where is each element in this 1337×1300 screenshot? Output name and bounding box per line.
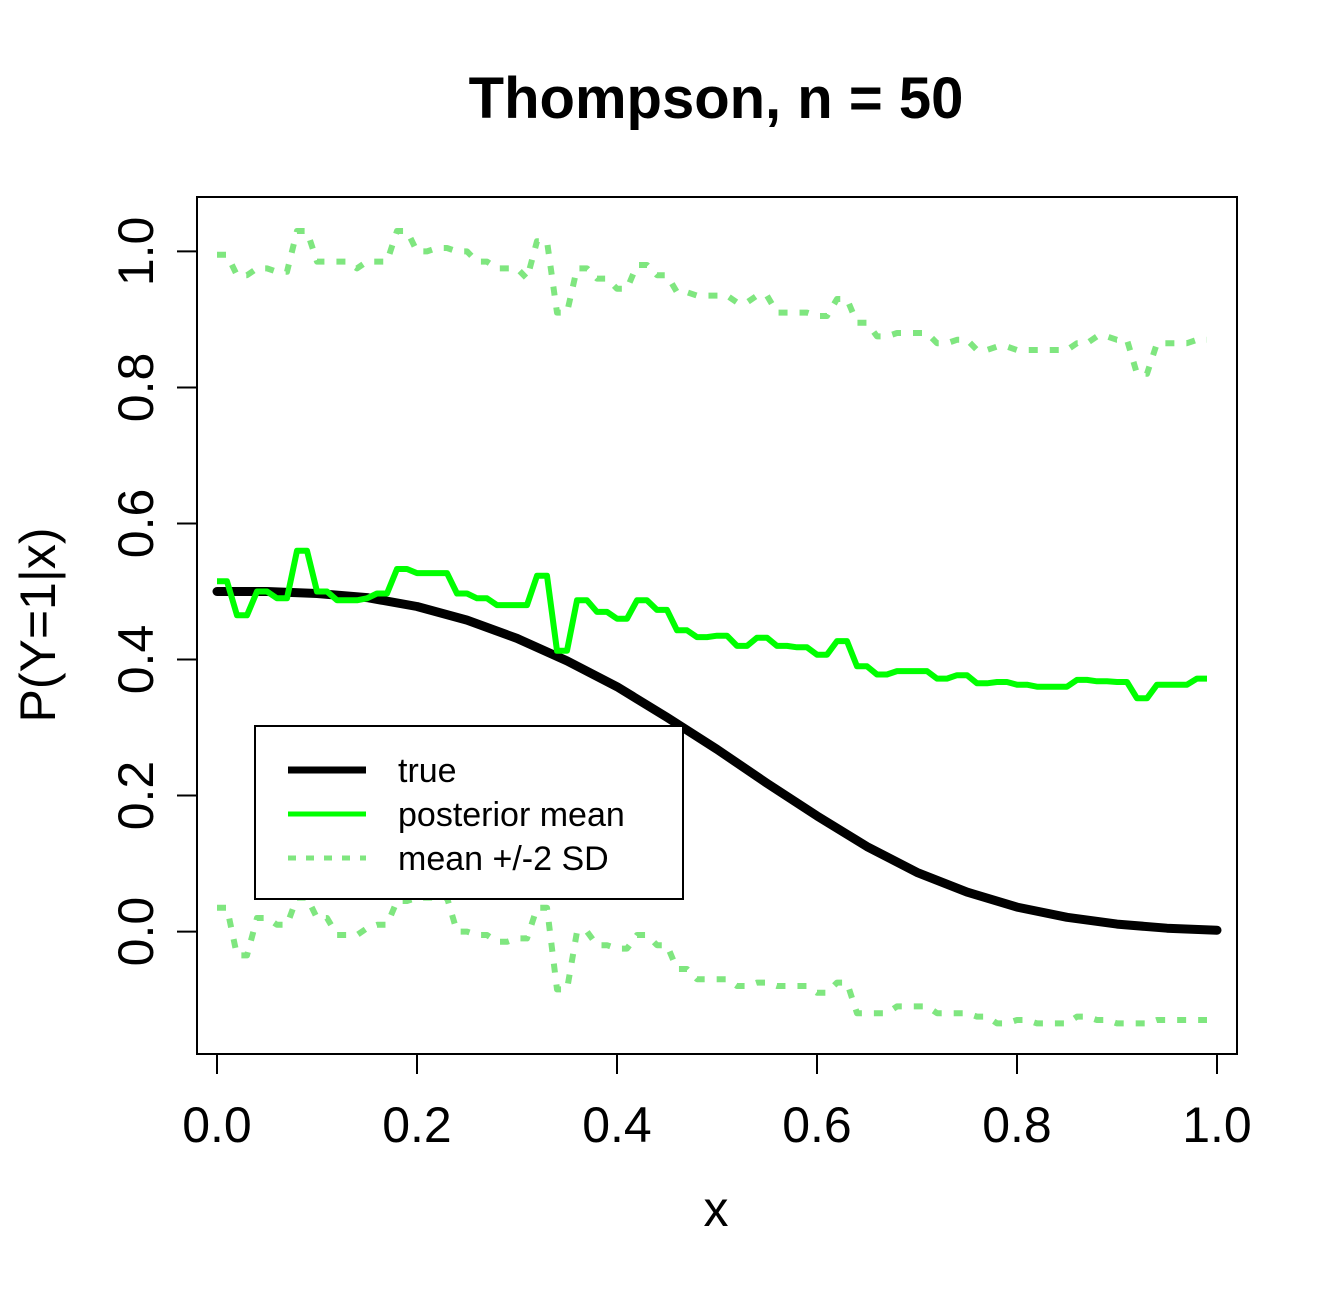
series-line-0 — [212, 587, 1222, 935]
plot-area — [212, 228, 1222, 1027]
x-tick-label: 0.4 — [582, 1097, 652, 1153]
series-line-1 — [217, 547, 1207, 702]
y-tick-label: 0.4 — [108, 625, 164, 695]
y-tick-label: 1.0 — [108, 217, 164, 287]
y-tick-label: 0.2 — [108, 761, 164, 831]
x-axis: 0.0 0.2 0.4 0.6 0.8 1.0 — [182, 1053, 1252, 1153]
y-axis: 0.0 0.2 0.4 0.6 0.8 1.0 — [108, 217, 198, 967]
y-axis-label: P(Y=1|x) — [10, 528, 66, 723]
x-axis-label: x — [704, 1181, 729, 1237]
x-tick-label: 0.6 — [782, 1097, 852, 1153]
legend-label: true — [398, 752, 457, 790]
x-tick-label: 1.0 — [1182, 1097, 1252, 1153]
series-line-3 — [217, 894, 1207, 1027]
series-line-2 — [217, 228, 1207, 377]
y-tick-label: 0.6 — [108, 489, 164, 559]
plot-frame — [196, 196, 1238, 1055]
legend-label: posterior mean — [398, 796, 625, 834]
legend: true posterior mean mean +/-2 SD — [254, 725, 684, 900]
y-tick-label: 0.8 — [108, 353, 164, 423]
x-tick-label: 0.0 — [182, 1097, 252, 1153]
y-tick-label: 0.0 — [108, 897, 164, 967]
chart-title: Thompson, n = 50 — [469, 66, 964, 131]
x-tick-label: 0.2 — [382, 1097, 452, 1153]
x-tick-label: 0.8 — [982, 1097, 1052, 1153]
legend-label: mean +/-2 SD — [398, 840, 609, 878]
